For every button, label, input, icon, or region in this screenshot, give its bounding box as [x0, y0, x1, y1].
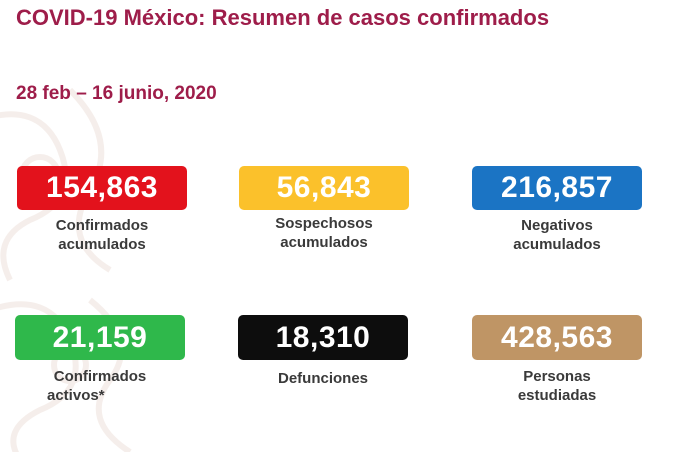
- estudiadas-value-box: 428,563: [472, 315, 642, 360]
- sospechosos-label: Sospechosos acumulados: [239, 214, 409, 252]
- estudiadas-label-line2: estudiadas: [517, 387, 597, 404]
- confirmados-label-line2: acumulados: [58, 236, 146, 253]
- defunciones-label: Defunciones: [238, 369, 408, 388]
- estudiadas-label: Personas estudiadas: [472, 367, 642, 405]
- negativos-label-line1: Negativos: [521, 217, 593, 234]
- sospechosos-label-line2: acumulados: [280, 234, 368, 251]
- negativos-label: Negativos acumulados: [472, 216, 642, 254]
- sospechosos-value-box: 56,843: [239, 166, 409, 210]
- activos-label-line2: activos*: [47, 387, 105, 404]
- activos-label-line1: Confirmados: [53, 368, 147, 385]
- defunciones-value-box: 18,310: [238, 315, 408, 360]
- confirmados-label: Confirmados acumulados: [17, 216, 187, 254]
- negativos-label-line2: acumulados: [513, 236, 601, 253]
- confirmados-label-line1: Confirmados: [55, 217, 149, 234]
- activos-value-box: 21,159: [15, 315, 185, 360]
- defunciones-label-line1: Defunciones: [277, 370, 368, 387]
- negativos-value-box: 216,857: [472, 166, 642, 210]
- date-range: 28 feb – 16 junio, 2020: [16, 83, 217, 104]
- activos-label: Confirmados activos*: [15, 367, 185, 405]
- sospechosos-label-line1: Sospechosos: [275, 215, 373, 232]
- estudiadas-label-line1: Personas: [523, 368, 591, 385]
- page-title: COVID-19 México: Resumen de casos confir…: [16, 5, 550, 30]
- confirmados-value-box: 154,863: [17, 166, 187, 210]
